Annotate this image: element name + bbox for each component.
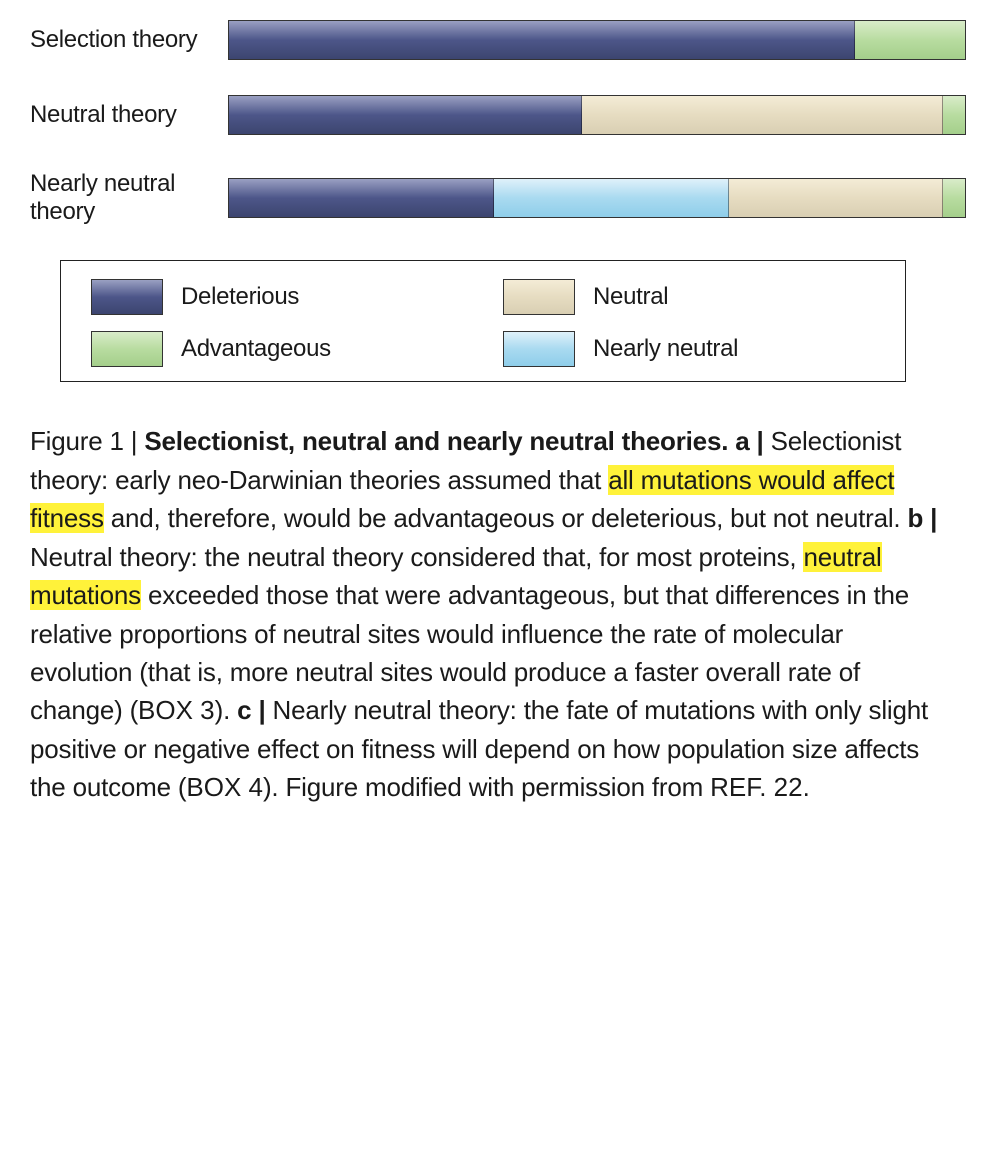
bar-track <box>228 20 966 60</box>
caption-part-label: a | <box>735 426 770 456</box>
bar-label: Selection theory <box>30 26 228 54</box>
bar-segment-advantageous <box>943 96 965 134</box>
legend-label: Deleterious <box>181 283 299 311</box>
stacked-bar-chart: Selection theory Neutral theory Nearly neu… <box>30 20 966 225</box>
bar-label: Neutral theory <box>30 101 228 129</box>
bar-segment-neutral <box>729 179 943 217</box>
legend-label: Neutral <box>593 283 668 311</box>
caption-part-label: c | <box>237 695 272 725</box>
legend-item-nearly_neutral: Nearly neutral <box>503 331 875 367</box>
bar-row: Neutral theory <box>30 95 966 135</box>
bar-segment-deleterious <box>229 96 582 134</box>
caption-text: ). Figure modified with permission from <box>263 772 710 802</box>
reference-text: REF. 22 <box>710 772 803 802</box>
legend-label: Nearly neutral <box>593 335 738 363</box>
legend-item-deleterious: Deleterious <box>91 279 463 315</box>
legend-item-neutral: Neutral <box>503 279 875 315</box>
figure-title: Selectionist, neutral and nearly neutral… <box>144 426 728 456</box>
bar-track <box>228 95 966 135</box>
legend-swatch <box>503 331 575 367</box>
figure-number: Figure 1 | <box>30 426 144 456</box>
bar-row: Selection theory <box>30 20 966 60</box>
bar-segment-neutral <box>582 96 943 134</box>
caption-text: ). <box>215 695 238 725</box>
reference-text: BOX 3 <box>138 695 215 725</box>
caption-text: Neutral theory: the neutral theory consi… <box>30 542 803 572</box>
bar-segment-advantageous <box>855 21 965 59</box>
caption-part-label: b | <box>907 503 937 533</box>
legend: Deleterious Neutral Advantageous Nearly neu… <box>60 260 906 382</box>
bar-segment-deleterious <box>229 179 494 217</box>
legend-swatch <box>91 279 163 315</box>
legend-swatch <box>91 331 163 367</box>
bar-label: Nearly neutral theory <box>30 170 228 225</box>
caption-text: . <box>803 772 810 802</box>
figure-caption: Figure 1 | Selectionist, neutral and nea… <box>30 422 966 807</box>
legend-swatch <box>503 279 575 315</box>
legend-label: Advantageous <box>181 335 331 363</box>
bar-segment-nearly_neutral <box>494 179 730 217</box>
bar-row: Nearly neutral theory <box>30 170 966 225</box>
legend-item-advantageous: Advantageous <box>91 331 463 367</box>
bar-track <box>228 178 966 218</box>
caption-text: and, therefore, would be advantageous or… <box>104 503 908 533</box>
bar-segment-advantageous <box>943 179 965 217</box>
reference-text: BOX 4 <box>186 772 263 802</box>
bar-segment-deleterious <box>229 21 855 59</box>
